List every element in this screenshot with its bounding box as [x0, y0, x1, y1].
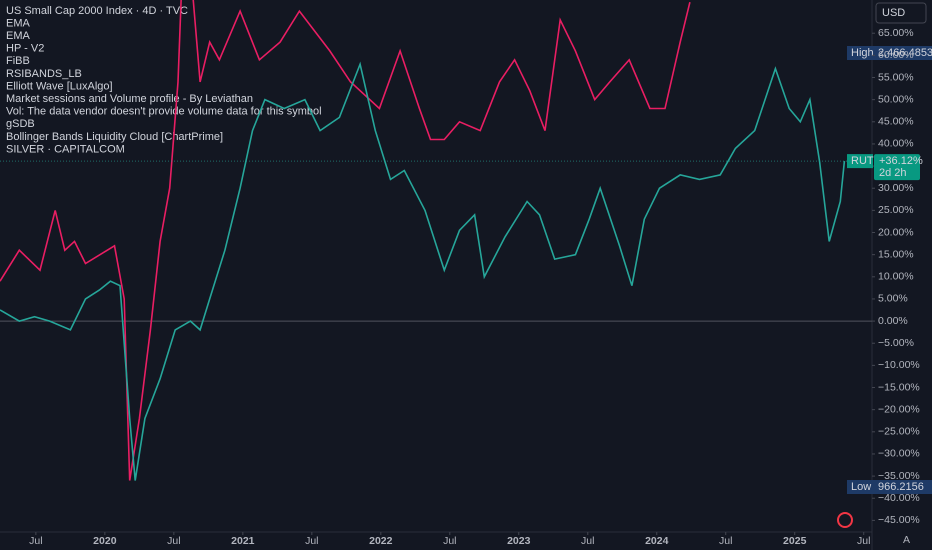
y-tick-label: 50.00% — [878, 93, 914, 105]
y-tick-label: −10.00% — [878, 359, 920, 371]
legend-item: Bollinger Bands Liquidity Cloud [ChartPr… — [6, 131, 223, 143]
y-tick-label: −5.00% — [878, 337, 914, 349]
currency[interactable]: USD — [882, 7, 905, 19]
x-tick-label: Jul — [581, 535, 594, 547]
y-tick-label: 20.00% — [878, 226, 914, 238]
x-tick-label: 2022 — [369, 535, 393, 547]
y-tick-label: 30.00% — [878, 182, 914, 194]
x-tick-label: Jul — [443, 535, 456, 547]
legend-item: Elliott Wave [LuxAlgo] — [6, 80, 113, 92]
high-label: High — [851, 47, 874, 59]
legend-item: EMA — [6, 17, 31, 29]
currency-button[interactable] — [875, 2, 927, 24]
legend-item: RSIBANDS_LB — [6, 68, 82, 80]
legend-item: EMA — [6, 30, 31, 42]
y-tick-label: 0.00% — [878, 315, 908, 327]
y-tick-label: −25.00% — [878, 426, 920, 438]
y-tick-label: 25.00% — [878, 204, 914, 216]
x-tick-label: 2021 — [231, 535, 255, 547]
y-tick-label: −40.00% — [878, 492, 920, 504]
legend-item: Market sessions and Volume profile - By … — [6, 93, 253, 105]
x-tick-label: 2024 — [645, 535, 669, 547]
y-tick-label: −15.00% — [878, 381, 920, 393]
y-tick-label: 60.00% — [878, 49, 914, 61]
legend-item: Vol: The data vendor doesn't provide vol… — [6, 106, 322, 118]
chart-title: US Small Cap 2000 Index · 4D · TVC — [6, 5, 188, 17]
y-tick-label: 40.00% — [878, 138, 914, 150]
y-tick-label: −20.00% — [878, 403, 920, 415]
legend-item: SILVER · CAPITALCOM — [6, 143, 125, 155]
x-tick-label: Jul — [167, 535, 180, 547]
series-badge-label: RUT — [851, 155, 874, 167]
legend-item: HP - V2 — [6, 43, 44, 55]
y-tick-label: 15.00% — [878, 248, 914, 260]
series-line — [0, 0, 691, 481]
high-value: 2,466.4853 — [878, 47, 932, 59]
y-tick-label: −45.00% — [878, 514, 920, 526]
y-tick-label: 10.00% — [878, 271, 914, 283]
x-tick-label: 2025 — [783, 535, 807, 547]
x-tick-label: Jul — [719, 535, 732, 547]
countdown: 2d 2h — [879, 167, 907, 179]
y-tick-label: 65.00% — [878, 27, 914, 39]
auto-scale[interactable]: A — [903, 534, 910, 546]
last-value-label: +36.12% — [879, 155, 923, 167]
y-tick-label: 5.00% — [878, 293, 908, 305]
series-badge — [847, 154, 873, 169]
y-tick-label: −30.00% — [878, 448, 920, 460]
legend-item: gSDB — [6, 118, 35, 130]
low-value: 966.2156 — [878, 481, 924, 493]
x-tick-label: Jul — [857, 535, 870, 547]
high-badge — [847, 46, 932, 60]
series-line — [0, 61, 846, 481]
legend: US Small Cap 2000 Index · 4D · TVC EMAEM… — [6, 5, 322, 156]
last-value-badge — [874, 154, 920, 181]
y-tick-label: 55.00% — [878, 71, 914, 83]
y-tick-label: −35.00% — [878, 470, 920, 482]
legend-item: FiBB — [6, 55, 30, 67]
x-tick-label: Jul — [305, 535, 318, 547]
x-tick-label: Jul — [29, 535, 42, 547]
x-tick-label: 2020 — [93, 535, 117, 547]
low-label: Low — [851, 481, 871, 493]
low-badge — [847, 480, 932, 494]
y-tick-label: 45.00% — [878, 116, 914, 128]
x-tick-label: 2023 — [507, 535, 531, 547]
event-icon[interactable] — [837, 512, 853, 528]
